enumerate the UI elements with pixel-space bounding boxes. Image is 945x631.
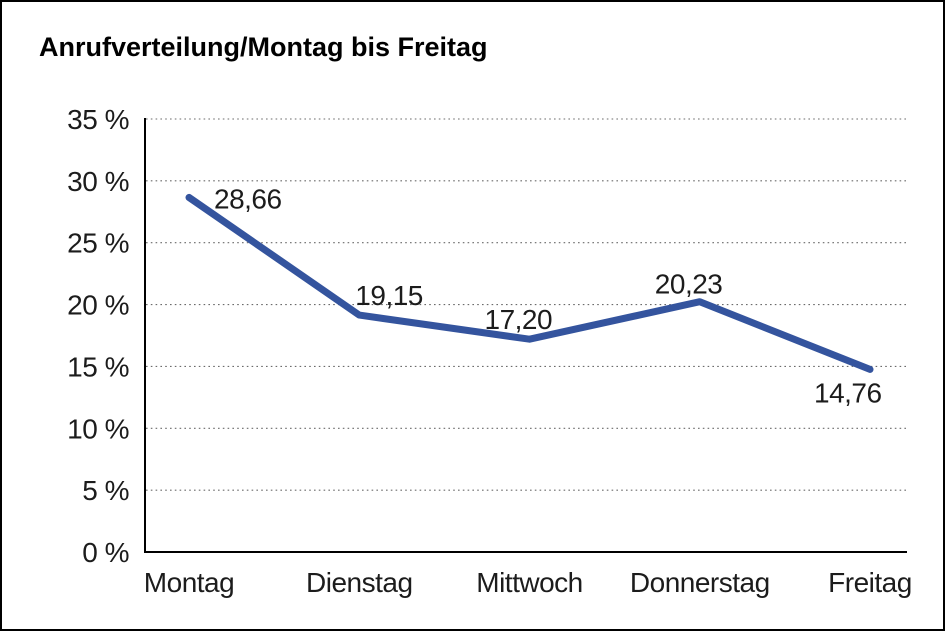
data-label: 17,20 (485, 304, 553, 335)
y-tick-label: 10 % (67, 413, 129, 444)
data-label: 20,23 (655, 269, 723, 300)
y-tick-label: 30 % (67, 166, 129, 197)
y-tick-label: 25 % (67, 228, 129, 259)
data-label: 14,76 (814, 377, 882, 408)
y-tick-label: 15 % (67, 351, 129, 382)
y-tick-label: 20 % (67, 290, 129, 321)
y-tick-label: 35 % (67, 104, 129, 135)
x-axis-label: Mittwoch (476, 567, 582, 598)
x-axis-label: Donnerstag (630, 567, 770, 598)
y-tick-label: 5 % (82, 475, 129, 506)
data-label: 19,15 (355, 280, 423, 311)
x-axis-label: Dienstag (306, 567, 413, 598)
x-axis-label: Montag (144, 567, 234, 598)
data-label: 28,66 (214, 183, 282, 214)
data-line (185, 193, 874, 373)
chart-title: Anrufverteilung/Montag bis Freitag (39, 32, 488, 62)
x-axis-label: Freitag (828, 567, 912, 598)
y-tick-label: 0 % (82, 537, 129, 568)
